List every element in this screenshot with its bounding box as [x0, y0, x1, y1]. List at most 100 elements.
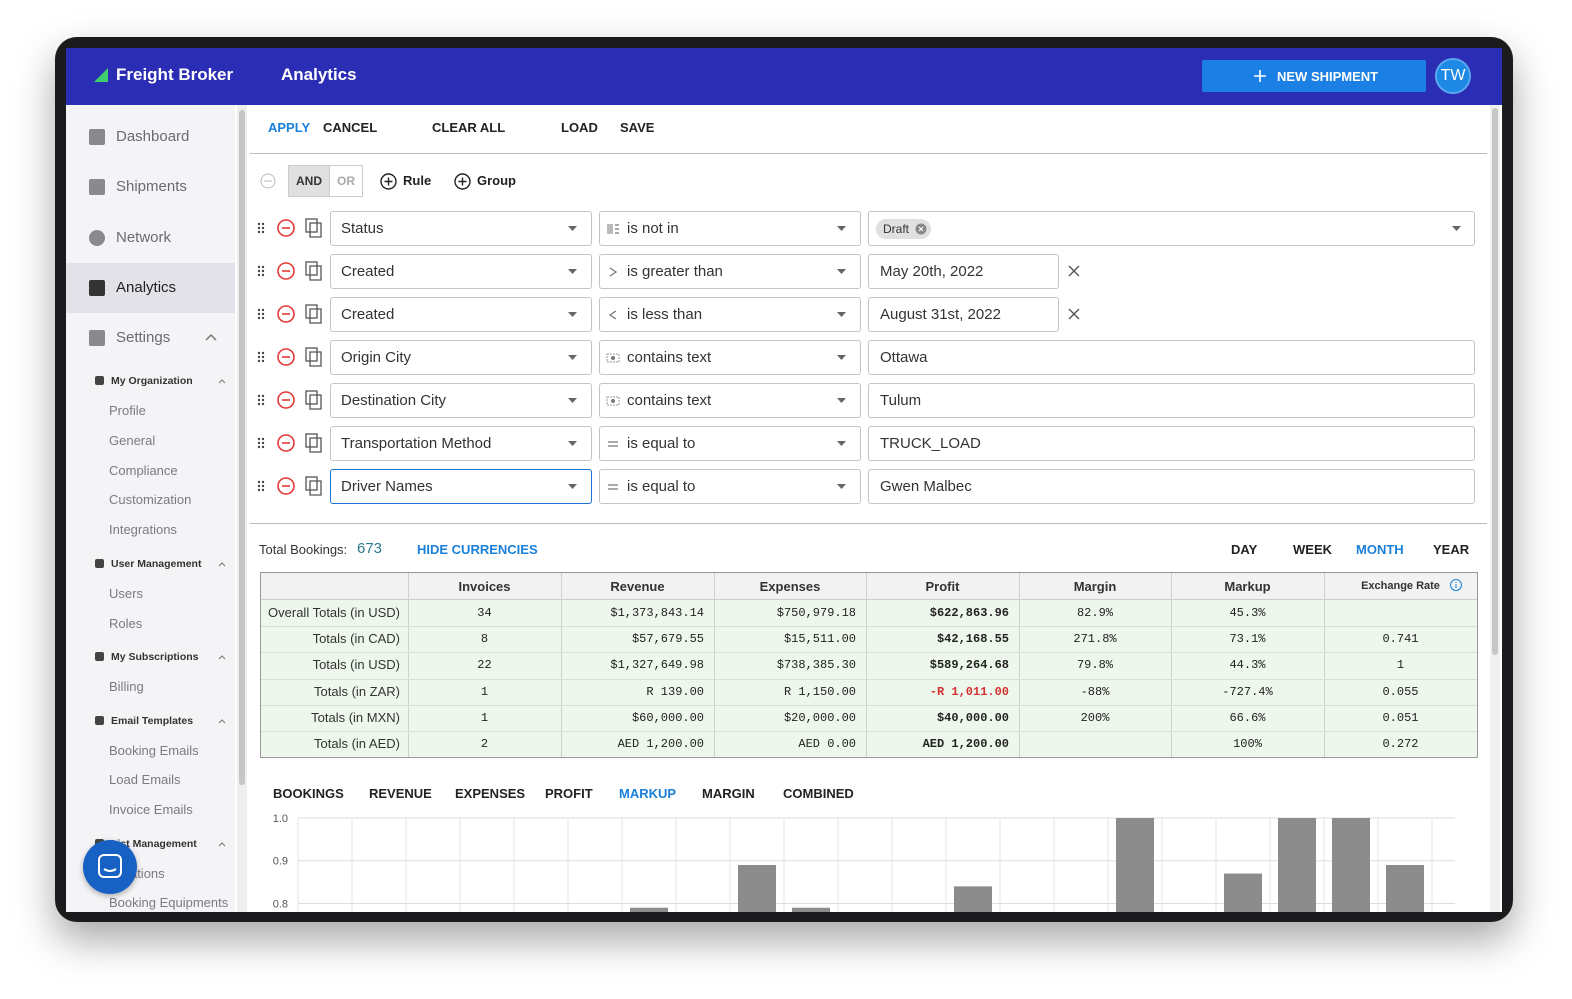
row-label: Overall Totals (in USD): [268, 605, 400, 620]
nav-item[interactable]: Settings: [116, 329, 171, 347]
toolbar-button[interactable]: APPLY: [268, 120, 311, 135]
settings-item[interactable]: Users: [109, 585, 143, 601]
chart-tab[interactable]: COMBINED: [783, 786, 854, 801]
settings-item[interactable]: Compliance: [109, 462, 178, 478]
nav-item[interactable]: Dashboard: [116, 128, 190, 145]
add-button[interactable]: Group: [477, 173, 516, 188]
field-select[interactable]: Destination City: [330, 383, 592, 418]
divider: [250, 153, 1487, 154]
icon: [305, 347, 322, 367]
table-cell: $738,385.30: [776, 658, 856, 673]
table-cell: 79.8%: [1076, 658, 1113, 673]
field-select[interactable]: Driver Names: [330, 469, 592, 504]
operator-select[interactable]: is less than: [599, 297, 861, 332]
bar: [1386, 865, 1424, 912]
or-button[interactable]: OR: [329, 165, 363, 197]
new-shipment-button[interactable]: NEW SHIPMENT: [1202, 60, 1426, 92]
group-title[interactable]: My Organization: [111, 375, 193, 387]
icon: [305, 476, 322, 496]
settings-item[interactable]: Profile: [109, 403, 146, 418]
toolbar-button[interactable]: CANCEL: [323, 120, 378, 135]
nav-item[interactable]: Analytics: [116, 278, 177, 296]
group-title[interactable]: List Management: [111, 837, 197, 850]
chat-button[interactable]: [83, 840, 137, 894]
group-title[interactable]: My Subscriptions: [111, 651, 199, 663]
field-select[interactable]: Transportation Method: [330, 426, 592, 461]
period-button[interactable]: MONTH: [1356, 542, 1404, 557]
toolbar-button[interactable]: SAVE: [620, 120, 655, 135]
field-select[interactable]: Status: [330, 211, 592, 246]
settings-item[interactable]: Booking Equipments: [109, 895, 229, 911]
settings-item[interactable]: Roles: [109, 615, 143, 631]
chevron: [218, 561, 226, 567]
drag-dot: [261, 230, 265, 234]
column-header: Revenue: [610, 579, 665, 594]
period-button[interactable]: YEAR: [1433, 542, 1470, 557]
chart-tab[interactable]: EXPENSES: [455, 786, 526, 801]
field-select[interactable]: Created: [330, 254, 592, 289]
settings-item[interactable]: General: [109, 432, 156, 448]
period-button[interactable]: WEEK: [1293, 542, 1332, 557]
field-select[interactable]: Created: [330, 297, 592, 332]
settings-item[interactable]: Customization: [109, 492, 192, 508]
group-icon: [95, 558, 104, 568]
chip[interactable]: Draft: [876, 219, 932, 239]
drag-dot: [261, 394, 265, 398]
table-cell: R 1,150.00: [783, 684, 856, 699]
drag-dot: [261, 445, 265, 449]
toolbar-button[interactable]: CLEAR ALL: [432, 120, 506, 135]
screen: Freight Broker Analytics NEW SHIPMENT TW Das…: [66, 48, 1502, 912]
operator-select[interactable]: contains text: [599, 383, 861, 418]
icon: [277, 477, 295, 495]
chart-tab[interactable]: PROFIT: [545, 786, 593, 801]
value-input[interactable]: May 20th, 2022: [868, 254, 1059, 289]
value-input[interactable]: Ottawa: [868, 340, 1475, 375]
add-button[interactable]: Rule: [403, 173, 432, 188]
icon: [608, 310, 617, 320]
field-select[interactable]: Origin City: [330, 340, 592, 375]
value-input[interactable]: Draft: [868, 211, 1475, 246]
avatar[interactable]: TW: [1435, 58, 1471, 94]
toggle-currencies[interactable]: HIDE CURRENCIES: [417, 542, 538, 557]
drag-dot: [257, 484, 261, 488]
operator-select[interactable]: is equal to: [599, 469, 861, 504]
icon: [218, 718, 226, 723]
chart-tab[interactable]: BOOKINGS: [273, 786, 344, 801]
toolbar-button[interactable]: LOAD: [561, 120, 598, 135]
group-title[interactable]: User Management: [111, 557, 202, 570]
nav-item[interactable]: Network: [116, 228, 172, 246]
operator-select[interactable]: is greater than: [599, 254, 861, 289]
settings-item[interactable]: Integrations: [109, 522, 177, 538]
value-input[interactable]: Gwen Malbec: [868, 469, 1475, 504]
value-text: TRUCK_LOAD: [880, 435, 981, 452]
operator-select[interactable]: is not in: [599, 211, 861, 246]
column-header: Expenses: [759, 579, 821, 594]
value-input[interactable]: Tulum: [868, 383, 1475, 418]
settings-item[interactable]: Booking Emails: [109, 742, 199, 758]
operator-select[interactable]: contains text: [599, 340, 861, 375]
dropdown-arrow: [837, 398, 846, 403]
operator-select[interactable]: is equal to: [599, 426, 861, 461]
settings-item[interactable]: Billing: [109, 679, 144, 694]
operator-text: contains text: [627, 392, 712, 409]
icon: [257, 394, 265, 406]
operator-text: is not in: [627, 220, 679, 237]
icon: [277, 262, 295, 280]
drag-dot: [257, 355, 261, 359]
value-input[interactable]: August 31st, 2022: [868, 297, 1059, 332]
row-rule: [261, 678, 1477, 680]
group-title[interactable]: Email Templates: [111, 714, 194, 727]
settings-item[interactable]: Load Emails: [109, 772, 181, 788]
period-button[interactable]: DAY: [1231, 542, 1258, 557]
settings-item[interactable]: Invoice Emails: [109, 802, 193, 818]
chart-tab[interactable]: REVENUE: [369, 786, 432, 801]
table-cell: 44.3%: [1229, 658, 1266, 673]
chart-tab[interactable]: MARKUP: [619, 786, 677, 801]
chart-tab[interactable]: MARGIN: [702, 786, 755, 801]
value-input[interactable]: TRUCK_LOAD: [868, 426, 1475, 461]
table-cell: $60,000.00: [631, 710, 704, 725]
nav-item[interactable]: Shipments: [116, 178, 187, 196]
chevron: [205, 334, 217, 341]
column-rule: [1019, 573, 1020, 757]
drag-dot: [257, 394, 261, 398]
